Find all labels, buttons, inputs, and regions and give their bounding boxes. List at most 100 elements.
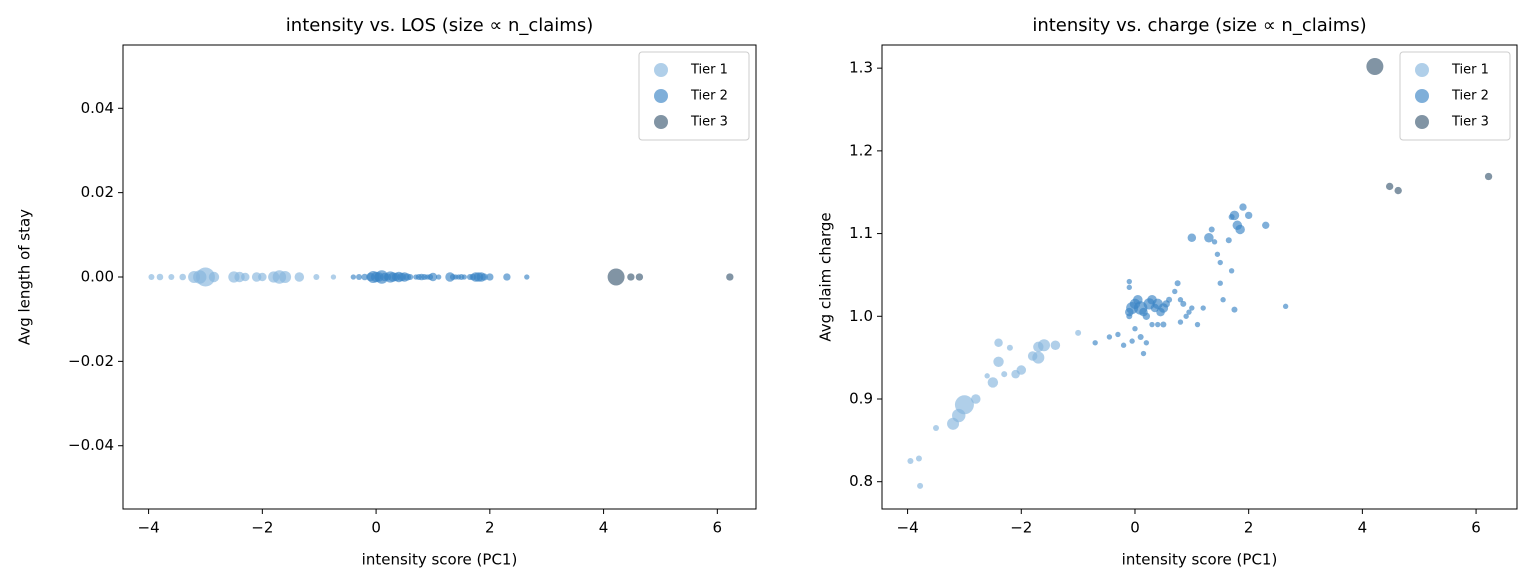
point <box>168 273 175 281</box>
point <box>993 356 1004 367</box>
point <box>1126 278 1132 285</box>
x-tick-label: 2 <box>1244 519 1254 537</box>
point <box>461 274 467 280</box>
point <box>1115 331 1121 338</box>
point <box>1038 339 1051 352</box>
point <box>1235 224 1245 235</box>
point <box>627 273 635 281</box>
point <box>294 272 305 282</box>
point <box>1129 338 1135 344</box>
legend-marker <box>654 89 668 103</box>
point <box>1211 239 1218 245</box>
point <box>1106 334 1113 340</box>
chart-title: intensity vs. charge (size ∝ n_claims) <box>1032 15 1366 36</box>
x-tick-label: −4 <box>897 519 919 537</box>
x-axis-label: intensity score (PC1) <box>1122 551 1278 569</box>
point <box>1050 340 1061 350</box>
point <box>915 455 922 462</box>
point <box>503 273 511 281</box>
plot-frame <box>881 44 1518 510</box>
point <box>954 395 974 415</box>
point <box>1143 340 1150 346</box>
point <box>1200 305 1206 311</box>
point <box>1120 342 1127 348</box>
point <box>1220 297 1226 303</box>
y-tick-label: 1.1 <box>849 224 873 242</box>
point <box>486 273 494 281</box>
point <box>1189 305 1195 311</box>
point <box>1228 268 1235 274</box>
point <box>356 273 363 281</box>
point <box>907 458 914 465</box>
y-axis-label: Avg length of stay <box>16 209 34 345</box>
x-tick-label: 0 <box>371 519 381 537</box>
point <box>1142 312 1151 320</box>
point <box>330 274 337 280</box>
point <box>361 273 369 281</box>
point <box>971 394 981 404</box>
y-tick-label: 1.3 <box>849 59 873 77</box>
point <box>1217 259 1223 266</box>
point <box>917 482 924 489</box>
point <box>279 270 292 284</box>
point <box>1001 371 1008 378</box>
y-tick-label: 0.02 <box>81 183 114 201</box>
legend-label: Tier 3 <box>1451 115 1489 130</box>
point <box>480 273 488 281</box>
point <box>1187 233 1197 242</box>
point <box>1183 313 1189 319</box>
y-tick-label: −0.04 <box>68 436 114 454</box>
point <box>156 273 164 281</box>
plot-frame <box>122 44 757 510</box>
point <box>1194 321 1201 328</box>
point <box>1244 211 1253 220</box>
x-tick-label: 4 <box>599 519 609 537</box>
point <box>313 273 320 281</box>
legend-label: Tier 1 <box>1451 63 1489 78</box>
point <box>179 273 187 281</box>
point <box>1385 182 1394 191</box>
point <box>1484 172 1493 181</box>
y-tick-label: 0.9 <box>849 389 873 407</box>
y-tick-label: 1.0 <box>849 307 873 325</box>
point <box>1092 340 1098 346</box>
legend-marker <box>654 63 668 77</box>
point <box>1186 309 1192 315</box>
point <box>1217 280 1223 286</box>
point <box>1177 297 1184 303</box>
x-tick-label: 2 <box>485 519 495 537</box>
legend-marker <box>654 115 668 129</box>
x-tick-label: −2 <box>1010 519 1032 537</box>
point <box>1160 321 1167 328</box>
x-tick-label: −4 <box>138 519 160 537</box>
y-tick-label: −0.02 <box>68 352 114 370</box>
point <box>1155 321 1161 328</box>
point <box>1262 221 1270 229</box>
x-axis-label: intensity score (PC1) <box>362 551 518 569</box>
legend-marker <box>1415 63 1429 77</box>
x-tick-label: 4 <box>1358 519 1368 537</box>
x-tick-label: −2 <box>251 519 273 537</box>
point <box>1174 280 1181 287</box>
point <box>984 373 990 379</box>
x-tick-label: 0 <box>1130 519 1140 537</box>
point <box>1282 303 1289 310</box>
legend-label: Tier 1 <box>690 63 728 78</box>
y-tick-label: 0.8 <box>849 472 873 490</box>
point <box>1172 288 1178 295</box>
point <box>726 273 734 281</box>
chart-title: intensity vs. LOS (size ∝ n_claims) <box>286 15 593 36</box>
legend-marker <box>1415 89 1429 103</box>
point <box>1177 319 1184 325</box>
point <box>1166 296 1173 303</box>
point <box>1208 226 1215 233</box>
point <box>1180 300 1187 307</box>
point <box>1394 186 1402 195</box>
point <box>524 274 530 280</box>
point <box>435 274 442 280</box>
point <box>1006 344 1013 351</box>
point <box>208 271 220 283</box>
point <box>987 377 999 388</box>
point <box>994 338 1003 348</box>
